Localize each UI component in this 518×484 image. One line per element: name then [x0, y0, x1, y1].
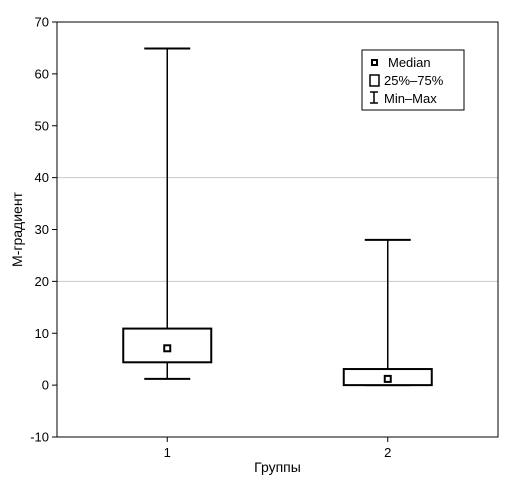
x-axis-title: Группы [254, 459, 301, 475]
x-tick-label-1: 1 [164, 445, 171, 460]
y-axis: -10 0 10 20 30 40 50 60 70 [30, 15, 57, 445]
legend-box-symbol [369, 74, 380, 87]
boxes-layer [122, 47, 433, 387]
y-tick-label-0: 0 [42, 378, 49, 393]
legend-median-symbol [371, 59, 378, 66]
y-axis-title: M-градиент [9, 191, 25, 267]
legend: Median 25%–75% Min–Max [361, 49, 465, 111]
y-tick-label-50: 50 [35, 118, 49, 133]
legend-median-label: Median [388, 55, 431, 70]
grid-layer [57, 177, 498, 282]
y-tick-label-30: 30 [35, 222, 49, 237]
y-tick-label-70: 70 [35, 15, 49, 30]
box-iqr-1 [122, 327, 213, 364]
y-tick-label--10: -10 [30, 430, 49, 445]
legend-box-label: 25%–75% [384, 73, 444, 88]
legend-whisker-label: Min–Max [384, 91, 437, 106]
median-marker-2 [383, 374, 392, 383]
x-tick-label-2: 2 [384, 445, 391, 460]
median-marker-1 [163, 344, 172, 353]
y-tick-label-60: 60 [35, 66, 49, 81]
y-tick-label-10: 10 [35, 326, 49, 341]
y-tick-label-40: 40 [35, 170, 49, 185]
y-tick-label-20: 20 [35, 274, 49, 289]
legend-whisker-symbol [370, 91, 378, 104]
